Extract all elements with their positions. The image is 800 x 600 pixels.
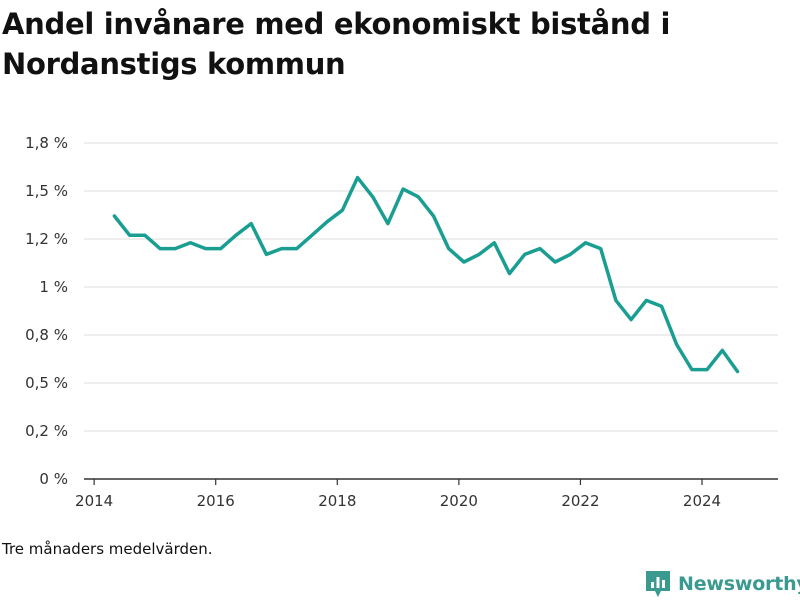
y-tick-label: 1,2 %: [25, 230, 68, 248]
y-tick-label: 1,8 %: [25, 134, 68, 152]
y-tick-label: 1 %: [39, 278, 68, 296]
x-tick-label: 2018: [318, 492, 356, 510]
brand-name: Newsworthy: [678, 573, 800, 595]
x-tick-label: 2022: [561, 492, 599, 510]
series-line-0: [112, 175, 740, 374]
y-tick-label: 0,5 %: [25, 374, 68, 392]
y-tick-label: 0,8 %: [25, 326, 68, 344]
y-tick-label: 1,5 %: [25, 182, 68, 200]
footnote: Tre månaders medelvärden.: [2, 540, 213, 558]
x-tick-label: 2024: [683, 492, 721, 510]
y-axis-labels: 0 % 0,2 % 0,5 % 0,8 % 1 % 1,2 % 1,5 % 1,8 %: [25, 134, 68, 488]
x-tick-label: 2020: [440, 492, 478, 510]
page-title: Andel invånare med ekonomiskt bistånd i …: [2, 7, 671, 81]
series-group: [112, 175, 740, 374]
x-tick-label: 2016: [197, 492, 235, 510]
newsworthy-logo-icon: [646, 571, 670, 597]
y-tick-label: 0 %: [39, 470, 68, 488]
gridlines: [84, 142, 778, 432]
y-tick-label: 0,2 %: [25, 422, 68, 440]
x-tick-label: 2014: [75, 492, 113, 510]
x-axis: 2014 2016 2018 2020 2022 2024: [75, 478, 778, 510]
brand-logo[interactable]: Newsworthy: [644, 569, 800, 599]
